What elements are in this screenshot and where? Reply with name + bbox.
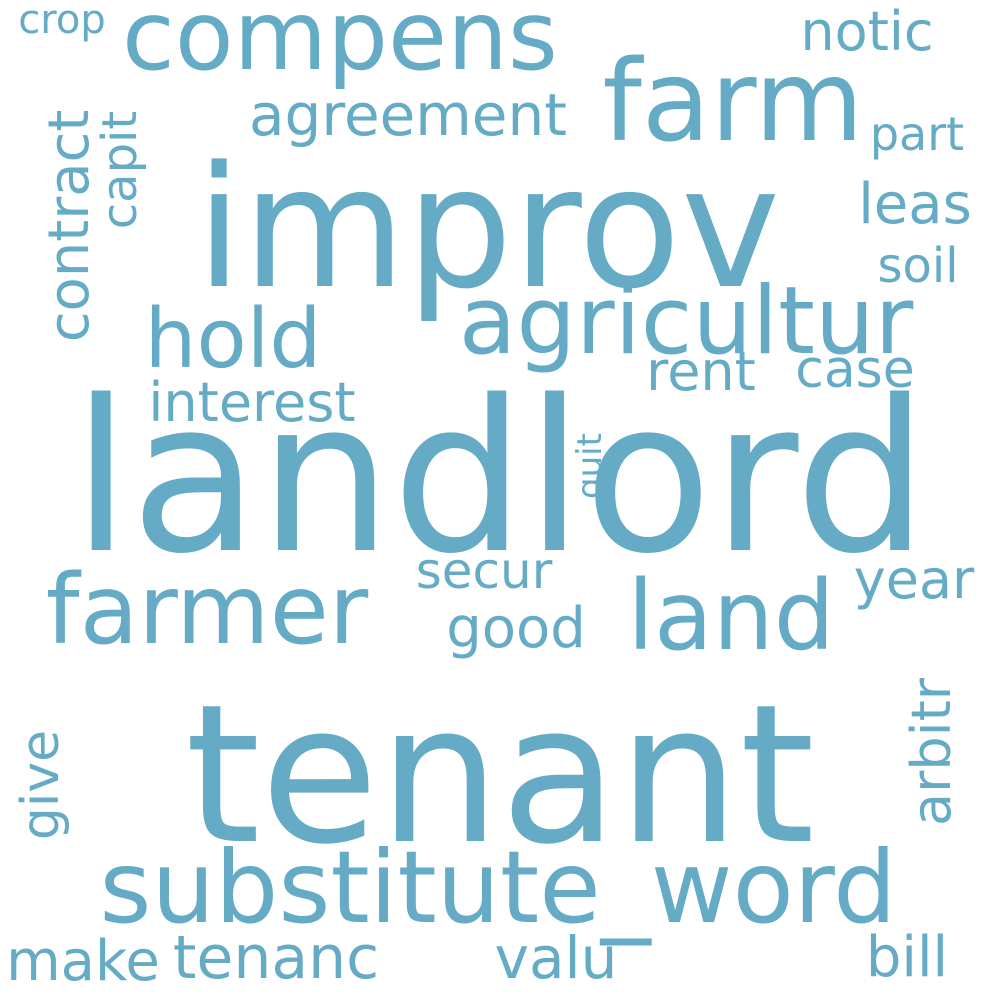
word-part: part xyxy=(869,107,965,161)
word-interest: interest xyxy=(148,371,356,434)
word-substitute-word: substitute_word xyxy=(99,829,897,946)
word-landlord: landlord xyxy=(71,355,929,600)
word-capit: capit xyxy=(92,110,148,230)
word-year: year xyxy=(853,548,975,611)
word-agricultur: agricultur xyxy=(458,267,914,376)
word-leas: leas xyxy=(858,172,972,237)
word-secur: secur xyxy=(415,542,553,600)
word-tenant: tenant xyxy=(185,664,815,887)
word-make: make xyxy=(6,929,160,994)
word-farmer: farmer xyxy=(45,554,369,666)
word-contract: contract xyxy=(37,109,102,343)
word-compens: compens xyxy=(122,0,558,92)
word-good: good xyxy=(446,596,586,661)
word-hold: hold xyxy=(144,292,322,387)
word-farm: farm xyxy=(602,37,864,167)
word-notic: notic xyxy=(800,0,934,63)
word-land: land xyxy=(627,560,835,672)
word-improv: improv xyxy=(195,130,781,326)
word-soil: soil xyxy=(877,238,959,294)
word-crop: crop xyxy=(18,0,106,43)
word-give: give xyxy=(11,729,71,841)
word-arbitr: arbitr xyxy=(900,678,963,826)
word-rent: rent xyxy=(646,340,756,403)
word-tenanc: tenanc xyxy=(172,923,380,993)
word-agreement: agreement xyxy=(249,81,567,149)
word-bill: bill xyxy=(865,925,949,990)
word-quit: quit xyxy=(570,433,610,499)
word-case: case xyxy=(795,340,915,400)
word-valu: valu xyxy=(494,924,618,992)
